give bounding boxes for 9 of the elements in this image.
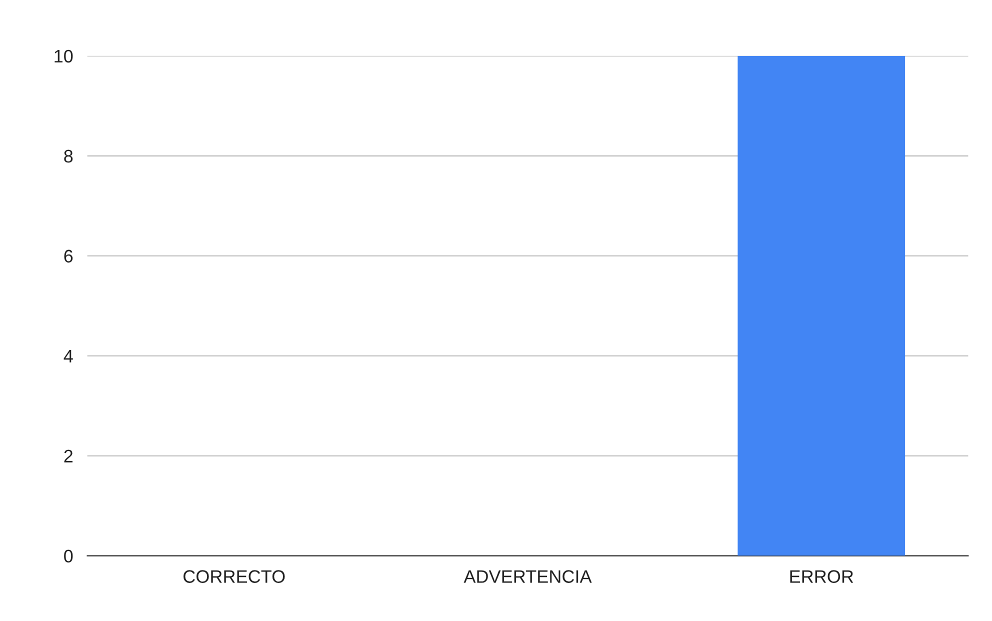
y-tick-label: 2 xyxy=(64,450,72,462)
x-tick-label: ADVERTENCIA xyxy=(464,570,592,583)
x-tick-label: ERROR xyxy=(790,570,854,583)
y-tick-label: 4 xyxy=(64,350,73,362)
y-tick-label: 10 xyxy=(54,50,73,63)
x-tick-label: CORRECTO xyxy=(184,570,285,583)
y-tick-label: 8 xyxy=(64,150,73,163)
y-tick-label: 0 xyxy=(64,550,73,563)
y-tick-label: 6 xyxy=(64,250,73,263)
